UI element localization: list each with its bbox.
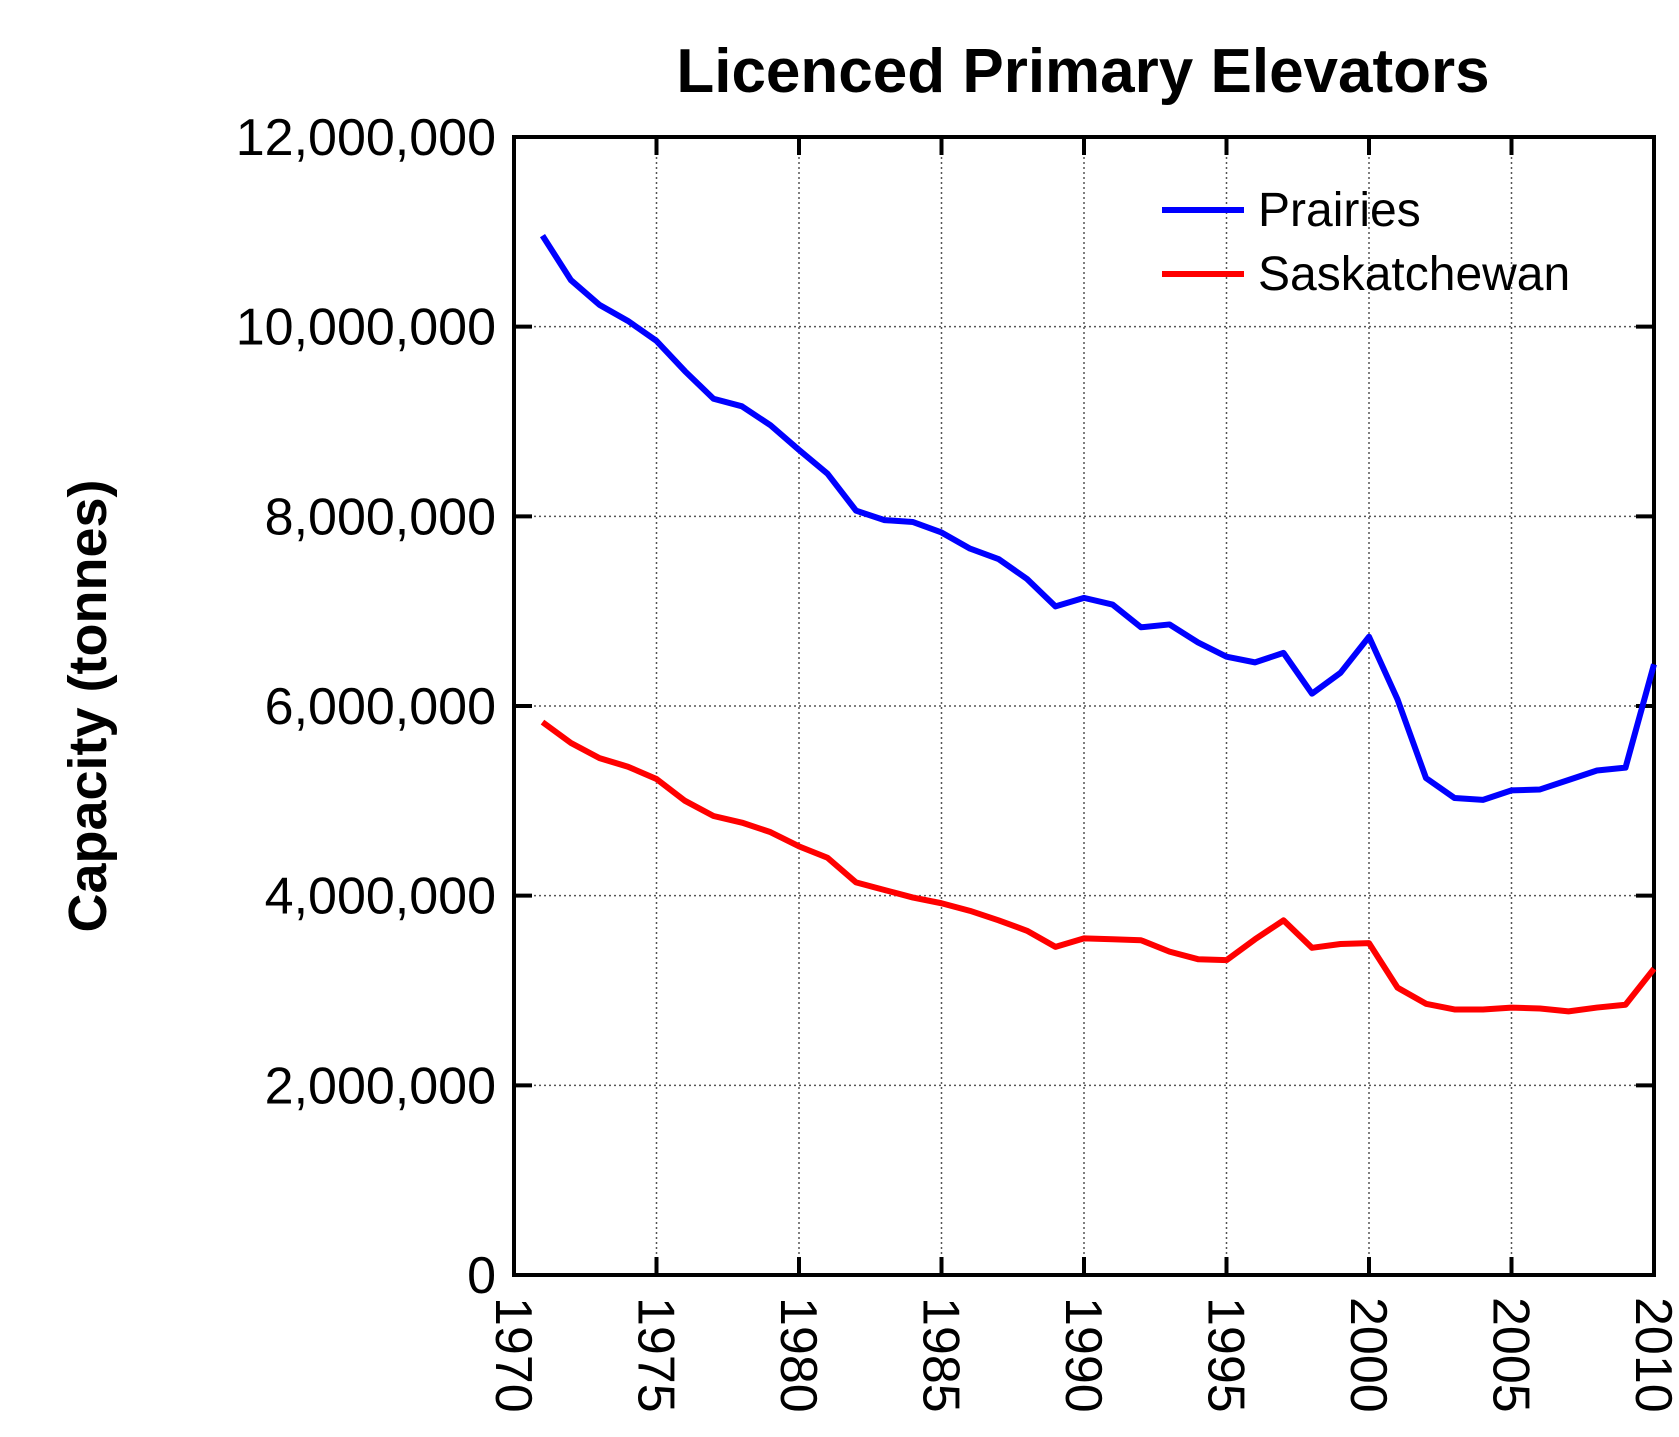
chart-title: Licenced Primary Elevators xyxy=(676,37,1489,106)
y-tick-label: 2,000,000 xyxy=(265,1057,496,1115)
y-tick-label: 10,000,000 xyxy=(236,299,496,357)
x-tick-label: 2010 xyxy=(1624,1297,1679,1413)
y-tick-label: 8,000,000 xyxy=(265,488,496,546)
legend-label: Saskatchewan xyxy=(1258,248,1570,301)
data-line xyxy=(540,719,1657,1015)
x-tick-label: 1995 xyxy=(1197,1297,1255,1413)
y-tick-label: 0 xyxy=(467,1247,496,1305)
data-line xyxy=(539,234,1657,803)
y-axis-label: Capacity (tonnes) xyxy=(58,479,118,932)
plot-frame xyxy=(512,135,1656,1277)
y-tick-label: 12,000,000 xyxy=(236,109,496,167)
x-tick-label: 2005 xyxy=(1482,1297,1540,1413)
x-tick-label: 1990 xyxy=(1054,1297,1112,1413)
x-tick-label: 2000 xyxy=(1339,1297,1397,1413)
x-tick-label: 1985 xyxy=(912,1297,970,1413)
legend-label: Prairies xyxy=(1258,184,1421,237)
y-tick-label: 6,000,000 xyxy=(265,678,496,736)
x-tick-label: 1970 xyxy=(484,1297,542,1413)
x-tick-label: 1975 xyxy=(627,1297,685,1413)
y-tick-label: 4,000,000 xyxy=(265,868,496,926)
x-tick-label: 1980 xyxy=(769,1297,827,1413)
